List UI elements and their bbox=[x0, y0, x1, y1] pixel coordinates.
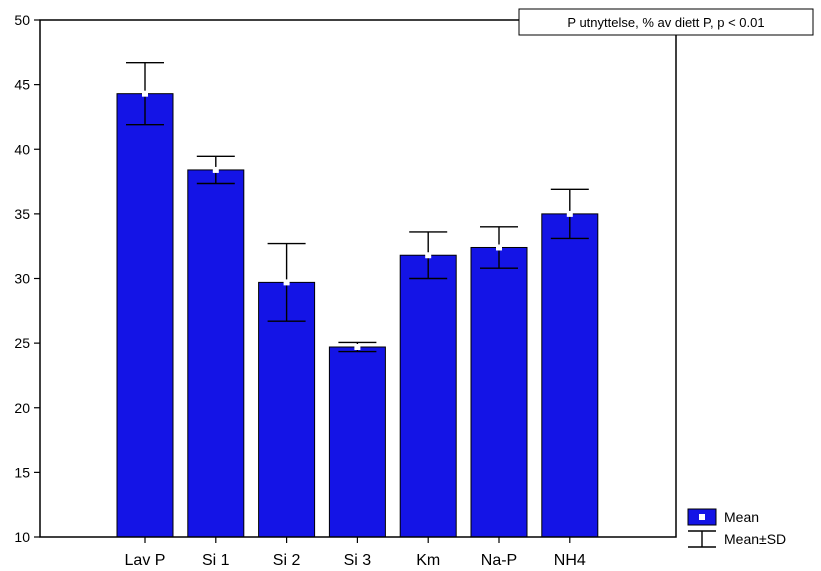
bars-layer bbox=[116, 61, 599, 538]
chart-title-frame bbox=[518, 8, 814, 36]
mean-marker bbox=[283, 279, 290, 286]
chart-title-box: P utnyttelse, % av diett P, p < 0.01 bbox=[518, 8, 814, 36]
y-tick-label: 50 bbox=[14, 12, 30, 28]
mean-marker bbox=[566, 210, 573, 217]
legend-mean-marker bbox=[699, 514, 705, 520]
x-tick-label: NH4 bbox=[554, 552, 586, 569]
legend-mean-label: Mean bbox=[724, 509, 759, 525]
mean-marker bbox=[425, 252, 432, 259]
x-tick-label: Si 3 bbox=[344, 552, 372, 569]
x-tick-label: Lav P bbox=[125, 552, 166, 569]
bar bbox=[399, 254, 457, 538]
mean-marker bbox=[212, 166, 219, 173]
legend-sd-label: Mean±SD bbox=[724, 531, 786, 547]
x-tick-label: Si 2 bbox=[273, 552, 301, 569]
legend: Mean Mean±SD bbox=[687, 508, 786, 548]
axis-layer: 10 15 20 25 30 35 40 45 50 Lav P Si 1 Si 2 Si 3 Km Na-… bbox=[14, 12, 677, 569]
x-tick-label: Km bbox=[416, 552, 440, 569]
y-tick-label: 20 bbox=[14, 400, 30, 416]
y-tick-label: 35 bbox=[14, 206, 30, 222]
chart-title: P utnyttelse, % av diett P, p < 0.01 bbox=[567, 15, 764, 30]
y-tick-label: 15 bbox=[14, 464, 30, 480]
y-tick-label: 40 bbox=[14, 141, 30, 157]
y-tick-label: 45 bbox=[14, 77, 30, 93]
x-tick-label: Na-P bbox=[481, 552, 517, 569]
mean-marker bbox=[354, 344, 361, 351]
mean-marker bbox=[496, 244, 502, 251]
mean-marker bbox=[142, 90, 148, 97]
bar bbox=[116, 93, 174, 538]
x-tick-label: Si 1 bbox=[202, 552, 230, 569]
y-tick-label: 30 bbox=[14, 271, 30, 287]
bar bbox=[541, 213, 599, 538]
y-tick-label: 10 bbox=[14, 529, 30, 545]
bar bbox=[187, 169, 245, 538]
bar bbox=[470, 246, 528, 538]
y-tick-label: 25 bbox=[14, 335, 30, 351]
bar bbox=[328, 346, 386, 538]
